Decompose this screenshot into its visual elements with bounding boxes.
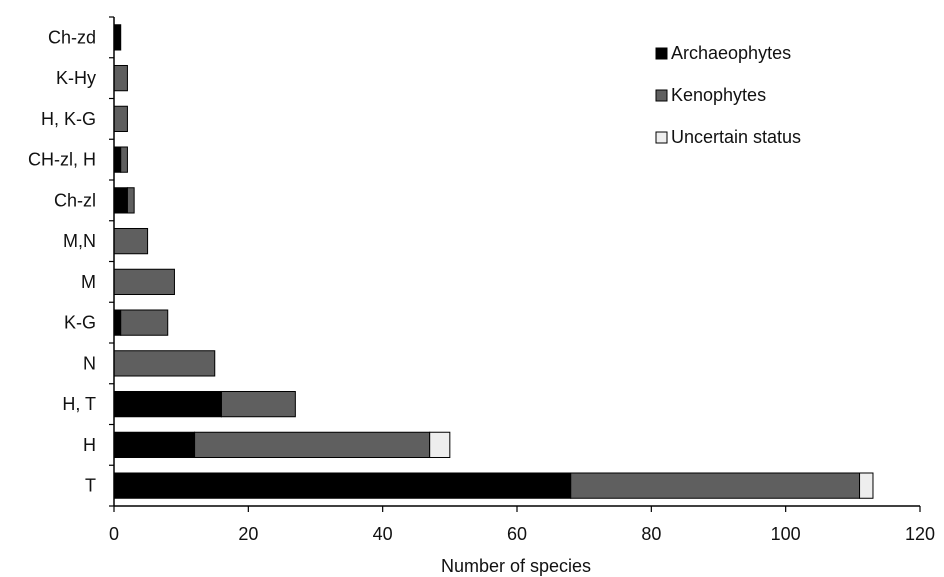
- y-tick-label: M,N: [63, 231, 96, 251]
- y-tick-label: Ch-zl: [54, 190, 96, 210]
- bar-segment-kenophytes: [120, 309, 169, 336]
- bar-segment-kenophytes: [113, 64, 128, 92]
- bar-segment-kenophytes: [194, 431, 431, 459]
- bar-segment-archaeophytes: [113, 472, 572, 499]
- axes-layer: Ch-zd K-Hy H, K-G CH-zl, H Ch-zl M,N M K-G N H, T…: [28, 16, 935, 544]
- legend-swatch-uncertain-status: [655, 131, 668, 144]
- bar-segment-kenophytes: [120, 146, 128, 173]
- x-tick-label: 120: [905, 524, 935, 544]
- legend-label: Kenophytes: [671, 85, 766, 105]
- legend-label: Uncertain status: [671, 127, 801, 147]
- y-tick-label: CH-zl, H: [28, 150, 96, 170]
- bar-segment-archaeophytes: [113, 309, 122, 336]
- y-tick-label: H, K-G: [41, 109, 96, 129]
- y-tick-label: T: [85, 476, 96, 496]
- y-tick-label: H, T: [62, 394, 96, 414]
- y-tick-label: Ch-zd: [48, 27, 96, 47]
- bar-segment-uncertain-status: [859, 472, 874, 499]
- x-tick-label: 40: [373, 524, 393, 544]
- bars-layer: [113, 24, 874, 499]
- y-tick-label: H: [83, 435, 96, 455]
- x-tick-label: 80: [641, 524, 661, 544]
- bar-segment-kenophytes: [113, 268, 175, 296]
- bar-segment-kenophytes: [570, 472, 861, 499]
- x-tick-label: 20: [238, 524, 258, 544]
- bar-segment-archaeophytes: [113, 431, 196, 459]
- bar-segment-archaeophytes: [113, 390, 222, 418]
- x-tick-label: 0: [109, 524, 119, 544]
- bar-segment-kenophytes: [126, 187, 135, 214]
- bar-segment-kenophytes: [113, 105, 128, 133]
- y-tick-label: M: [81, 272, 96, 292]
- bar-segment-archaeophytes: [113, 187, 128, 214]
- y-tick-label: K-Hy: [56, 68, 96, 88]
- x-tick-label: 60: [507, 524, 527, 544]
- legend-swatch-kenophytes: [655, 89, 668, 102]
- bar-segment-archaeophytes: [113, 146, 122, 173]
- legend-swatch-archaeophytes: [655, 47, 668, 60]
- legend-label: Archaeophytes: [671, 43, 791, 63]
- bar-segment-kenophytes: [113, 227, 149, 255]
- x-axis-title: Number of species: [441, 556, 591, 576]
- x-tick-label: 100: [771, 524, 801, 544]
- legend: Archaeophytes Kenophytes Uncertain status: [655, 43, 801, 147]
- bar-segment-kenophytes: [113, 350, 216, 377]
- y-tick-label: K-G: [64, 313, 96, 333]
- bar-segment-archaeophytes: [113, 24, 122, 51]
- bar-segment-uncertain-status: [429, 431, 451, 459]
- bar-segment-kenophytes: [220, 390, 296, 418]
- y-tick-label: N: [83, 353, 96, 373]
